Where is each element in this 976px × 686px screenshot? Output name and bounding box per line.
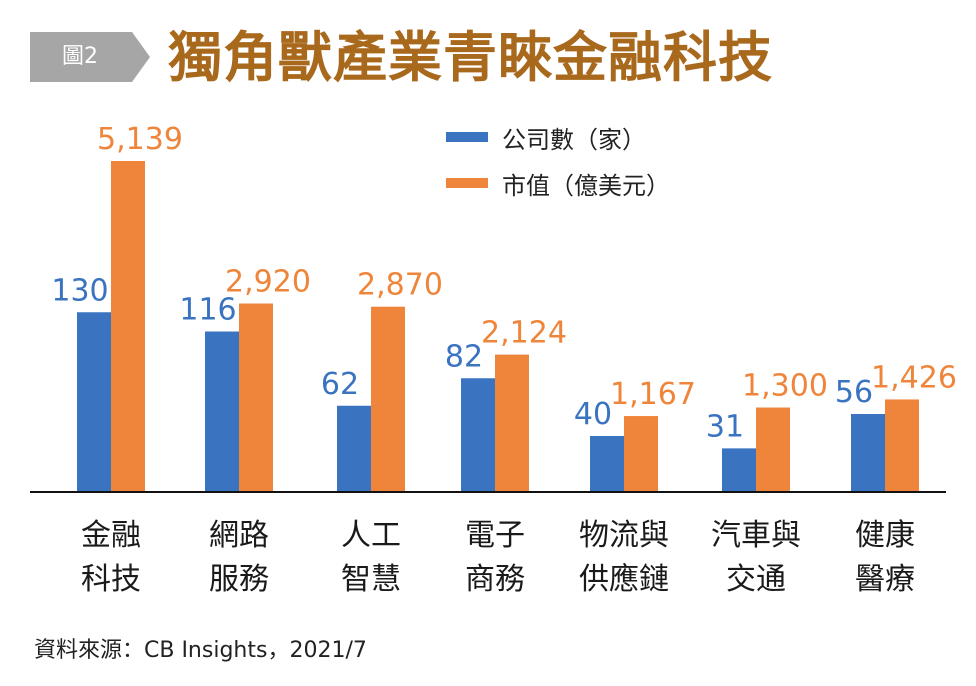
category-label-2-0: 人工	[341, 518, 401, 553]
legend-swatch-value	[446, 178, 488, 188]
data-label-count-4: 40	[574, 397, 612, 432]
bar-value-1	[239, 303, 273, 491]
bar-value-2	[371, 306, 405, 491]
bar-count-2	[337, 405, 371, 491]
legend-label-value: 市值（億美元）	[502, 171, 670, 200]
category-label-3-0: 電子	[465, 518, 525, 553]
category-label-6-0: 健康	[855, 518, 915, 553]
data-label-value-3: 2,124	[481, 316, 567, 351]
bar-value-4	[624, 416, 658, 491]
legend-swatch-count	[446, 132, 488, 142]
data-label-count-1: 116	[179, 293, 236, 328]
figure-tag-label: 圖2	[62, 44, 98, 69]
data-label-count-2: 62	[321, 367, 359, 402]
bar-count-1	[205, 331, 239, 491]
data-label-value-0: 5,139	[97, 122, 183, 157]
data-label-value-2: 2,870	[357, 268, 443, 303]
category-label-2-1: 智慧	[341, 562, 401, 597]
bar-value-0	[111, 161, 145, 491]
category-label-4-0: 物流與	[579, 518, 669, 553]
bar-count-6	[851, 414, 885, 491]
data-label-count-6: 56	[835, 375, 873, 410]
bar-value-6	[885, 399, 919, 491]
category-label-3-1: 商務	[465, 562, 525, 597]
category-label-0-0: 金融	[81, 518, 141, 553]
legend-item-value: 市值（億美元）	[446, 160, 670, 206]
data-label-count-3: 82	[445, 339, 483, 374]
bar-value-3	[495, 354, 529, 491]
data-label-count-5: 31	[706, 409, 744, 444]
category-label-0-1: 科技	[81, 562, 141, 597]
data-label-value-6: 1,426	[871, 360, 957, 395]
category-label-1-0: 網路	[209, 518, 269, 553]
bar-count-0	[77, 312, 111, 491]
source-note: 資料來源：CB Insights，2021/7	[34, 638, 367, 663]
chart-title: 獨角獸產業青睞金融科技	[168, 25, 773, 89]
category-label-5-1: 交通	[726, 562, 786, 597]
category-label-5-0: 汽車與	[711, 518, 801, 553]
legend: 公司數（家） 市值（億美元）	[446, 114, 670, 206]
bar-count-3	[461, 378, 495, 491]
data-label-value-4: 1,167	[610, 377, 696, 412]
bar-count-5	[722, 448, 756, 491]
bar-count-4	[590, 436, 624, 491]
category-label-6-1: 醫療	[855, 562, 915, 597]
legend-item-count: 公司數（家）	[446, 114, 670, 160]
data-label-count-0: 130	[51, 273, 108, 308]
figure-tag-arrow	[30, 32, 150, 82]
legend-label-count: 公司數（家）	[502, 125, 646, 154]
category-label-1-1: 服務	[209, 562, 269, 597]
bar-value-5	[756, 407, 790, 491]
data-label-value-1: 2,920	[225, 264, 311, 299]
category-label-4-1: 供應鏈	[579, 562, 669, 597]
data-label-value-5: 1,300	[742, 369, 828, 404]
